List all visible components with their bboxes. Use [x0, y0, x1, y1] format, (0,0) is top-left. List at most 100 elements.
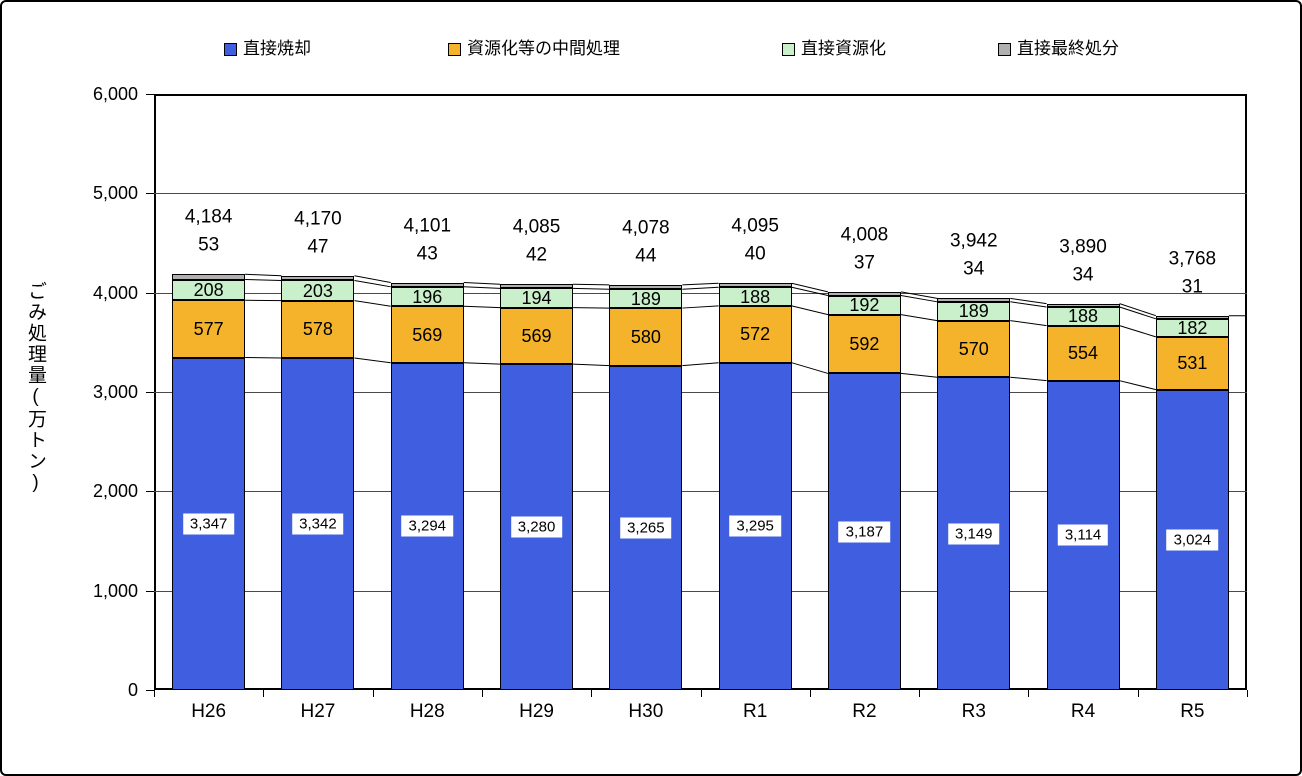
total-label: 3,942: [949, 230, 998, 252]
bar-value-label: 3,024: [1166, 529, 1219, 551]
final-disposal-label: 53: [198, 234, 220, 256]
bar-value-label: 3,295: [729, 515, 781, 537]
bar-value-label: 3,342: [292, 513, 344, 535]
category-label: H26: [191, 701, 227, 722]
bar-segment-3: [172, 274, 246, 280]
x-axis-tick: [154, 690, 155, 697]
bar-value-label: 188: [740, 286, 771, 307]
bar-value-label: 569: [521, 325, 552, 346]
legend-swatch: [224, 42, 237, 56]
total-label: 4,085: [512, 216, 561, 238]
bar-value-label: 189: [630, 288, 661, 309]
ytick-label: 4,000: [92, 282, 138, 303]
category-label: R4: [1070, 701, 1096, 722]
category-label: R2: [852, 701, 877, 722]
final-disposal-label: 42: [525, 244, 548, 266]
legend-label: 資源化等の中間処理: [467, 39, 620, 58]
bar-value-label: 592: [849, 334, 880, 355]
y-axis-tick: [146, 491, 154, 493]
ytick-label: 2,000: [92, 481, 138, 502]
bar-value-label: 3,347: [182, 513, 235, 535]
bar-value-label: 3,294: [401, 515, 454, 537]
final-disposal-label: 34: [1072, 264, 1094, 286]
bar-value-label: 3,265: [620, 517, 672, 539]
ytick-label: 1,000: [92, 580, 138, 601]
y-axis-tick: [146, 94, 154, 95]
final-disposal-label: 44: [635, 245, 657, 267]
legend-swatch: [782, 42, 795, 56]
category-label: H27: [300, 701, 336, 722]
total-label: 4,008: [840, 224, 889, 246]
bar-value-label: 194: [521, 288, 552, 309]
bar-segment-1: [390, 306, 464, 363]
bar-value-label: 3,149: [947, 523, 1000, 545]
bar-segment-2: [718, 287, 792, 306]
bar-value-label: 203: [302, 280, 333, 301]
gridline: [154, 392, 1247, 393]
ytick-label: 3,000: [92, 382, 138, 402]
x-axis-tick: [372, 690, 374, 697]
x-axis-tick: [481, 690, 483, 697]
x-axis-tick: [1137, 690, 1139, 697]
x-axis-tick: [591, 690, 593, 697]
bar-value-label: 577: [193, 318, 224, 339]
legend-label: 直接資源化: [801, 39, 886, 58]
legend-item-3: 直接最終処分: [998, 40, 1119, 58]
bar-segment-3: [1155, 315, 1229, 319]
ytick-label: 5,000: [92, 183, 138, 204]
y-axis-title: ごみ処理量(万トン): [25, 281, 46, 495]
total-label: 4,170: [294, 208, 342, 230]
final-disposal-label: 37: [853, 252, 876, 274]
bar-segment-2: [500, 288, 574, 308]
bar-segment-2: [937, 301, 1011, 321]
total-label: 4,184: [184, 206, 233, 228]
category-label: H29: [519, 701, 554, 722]
legend-label: 直接最終処分: [1017, 39, 1119, 58]
bar-segment-1: [827, 314, 901, 374]
bar-segment-2: [1046, 306, 1120, 326]
bar-value-label: 554: [1068, 343, 1099, 364]
bar-segment-2: [390, 286, 464, 307]
bar-segment-1: [500, 307, 574, 365]
y-axis-tick: [146, 292, 154, 294]
bar-value-label: 580: [630, 326, 661, 347]
gridline: [154, 292, 1247, 294]
gridline: [154, 590, 1247, 592]
bar-value-label: 570: [958, 338, 989, 359]
legend-item-2: 直接資源化: [782, 40, 886, 58]
bar-segment-3: [609, 284, 683, 290]
x-axis-tick: [700, 690, 702, 697]
gridline: [154, 193, 1247, 195]
bar-segment-2: [609, 289, 683, 309]
bar-segment-1: [1155, 336, 1229, 390]
legend-swatch: [448, 42, 461, 56]
bar-segment-3: [1046, 303, 1120, 307]
final-disposal-label: 34: [963, 258, 985, 280]
total-label: 4,101: [403, 215, 452, 237]
total-label: 4,078: [622, 217, 670, 239]
bar-value-label: 188: [1068, 306, 1099, 327]
legend-swatch: [998, 42, 1011, 56]
bar-segment-2: [172, 279, 246, 301]
x-axis-tick: [809, 690, 811, 697]
bar-segment-1: [718, 305, 792, 363]
gridline: [154, 491, 1247, 493]
bar-value-label: 182: [1177, 317, 1208, 338]
bar-value-label: 192: [849, 295, 880, 316]
y-axis-tick: [146, 590, 154, 592]
category-label: H28: [409, 701, 445, 722]
total-label: 4,095: [731, 215, 779, 237]
category-label: R1: [742, 701, 768, 722]
x-axis-tick: [1028, 690, 1030, 697]
ytick-label: 6,000: [92, 84, 138, 104]
bar-value-label: 196: [412, 286, 443, 307]
bar-segment-2: [1155, 318, 1229, 337]
bar-value-label: 569: [412, 324, 443, 345]
bar-segment-1: [172, 300, 246, 358]
final-disposal-label: 47: [307, 236, 329, 258]
final-disposal-label: 40: [744, 243, 766, 265]
bar-value-label: 3,187: [838, 521, 891, 543]
bar-segment-2: [281, 280, 355, 301]
bar-value-label: 208: [193, 279, 224, 300]
bar-segment-3: [500, 284, 574, 289]
